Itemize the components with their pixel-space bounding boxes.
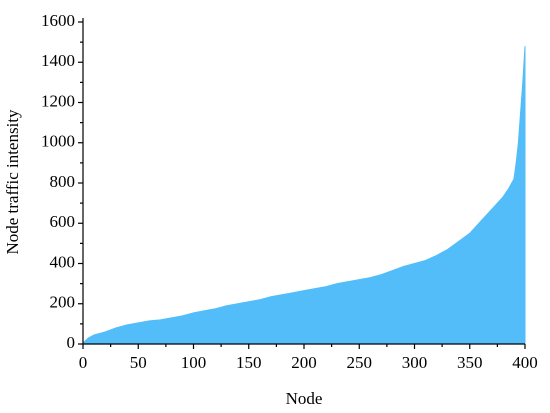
- x-tick-label: 0: [79, 353, 88, 372]
- x-tick-label: 50: [130, 353, 147, 372]
- x-tick-label: 150: [236, 353, 262, 372]
- y-tick-label: 800: [50, 172, 76, 191]
- x-tick-label: 250: [347, 353, 373, 372]
- y-tick-label: 0: [67, 333, 76, 352]
- y-tick-label: 1200: [41, 91, 75, 110]
- x-tick-label: 350: [457, 353, 483, 372]
- y-tick-label: 1400: [41, 51, 75, 70]
- y-tick-label: 400: [50, 252, 76, 271]
- x-tick-label: 400: [512, 353, 538, 372]
- x-tick-label: 200: [291, 353, 317, 372]
- y-tick-label: 1000: [41, 132, 75, 151]
- y-axis-label: Node traffic intensity: [3, 109, 22, 255]
- y-tick-label: 1600: [41, 11, 75, 30]
- x-tick-label: 300: [402, 353, 428, 372]
- x-axis-label: Node: [286, 389, 323, 408]
- x-tick-label: 100: [181, 353, 207, 372]
- area: [83, 46, 526, 345]
- y-tick-label: 600: [50, 212, 76, 231]
- y-tick-label: 200: [50, 293, 76, 312]
